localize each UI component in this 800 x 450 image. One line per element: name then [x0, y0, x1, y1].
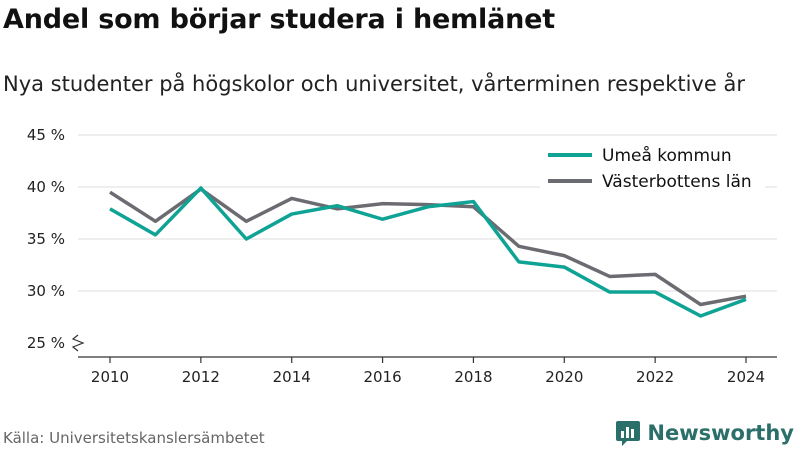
x-tick-label-2020: 2020: [545, 368, 583, 386]
x-tick-label-2016: 2016: [363, 368, 401, 386]
y-axis-tick-labels: 25 % 30 % 35 % 40 % 45 %: [27, 126, 65, 352]
x-tick-label-2018: 2018: [454, 368, 492, 386]
x-tick-label-2010: 2010: [91, 368, 129, 386]
y-tick-label-25: 25 %: [27, 334, 65, 352]
series-line-umea-kommun: [109, 186, 747, 318]
x-axis: 2010 2012 2014 2016 2018 2020 2022 2024: [78, 356, 777, 386]
chart-title: Andel som börjar studera i hemlänet: [3, 4, 555, 35]
chart-subtitle: Nya studenter på högskolor och universit…: [3, 72, 745, 96]
newsworthy-logo-icon: [616, 421, 641, 446]
x-tick-label-2022: 2022: [636, 368, 674, 386]
series-lines: [109, 186, 747, 318]
y-tick-label-40: 40 %: [27, 178, 65, 196]
x-tick-label-2024: 2024: [727, 368, 765, 386]
x-tick-label-2012: 2012: [182, 368, 220, 386]
y-tick-label-35: 35 %: [27, 230, 65, 248]
y-tick-label-30: 30 %: [27, 282, 65, 300]
brand-name: Newsworthy: [647, 421, 794, 445]
source-note: Källa: Universitetskanslersämbetet: [3, 429, 265, 447]
y-tick-label-45: 45 %: [27, 126, 65, 144]
legend: Umeå kommun Västerbottens län: [540, 141, 765, 197]
brand-logo: Newsworthy: [615, 419, 794, 447]
axis-break-icon: [71, 334, 85, 352]
x-tick-label-2014: 2014: [273, 368, 311, 386]
legend-background: [540, 141, 765, 197]
series-line-vasterbottens-lan: [109, 187, 747, 307]
legend-label-1: Västerbottens län: [602, 172, 752, 192]
legend-label-0: Umeå kommun: [602, 145, 732, 166]
